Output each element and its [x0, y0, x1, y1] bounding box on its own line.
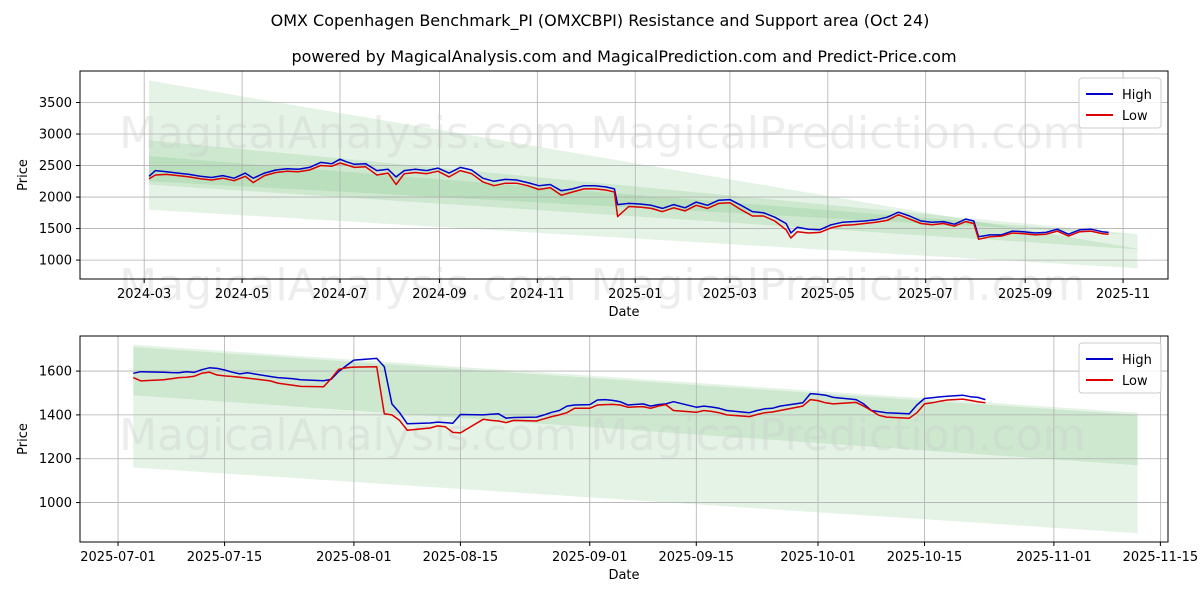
x-tick-label: 2024-07 — [313, 287, 367, 302]
x-tick-label: 2025-07-01 — [80, 550, 156, 565]
legend-label-high: High — [1122, 88, 1152, 103]
x-tick-label: 2025-11-15 — [1123, 550, 1199, 565]
chart-subtitle: powered by MagicalAnalysis.com and Magic… — [291, 47, 956, 66]
y-tick-label: 1500 — [39, 222, 72, 237]
support-resistance-band-2 — [149, 140, 1138, 250]
axes-frame — [79, 70, 1169, 280]
x-tick-label: 2024-03 — [117, 287, 171, 302]
watermark-text: MagicalPrediction.com — [591, 108, 1086, 159]
x-tick-label: 2025-10-15 — [887, 550, 963, 565]
y-tick-label: 3500 — [39, 96, 72, 111]
x-tick-label: 2025-09-01 — [552, 550, 628, 565]
x-axis-label: Date — [608, 305, 639, 320]
x-tick-label: 2025-09-15 — [658, 550, 734, 565]
x-tick-label: 2024-05 — [215, 287, 269, 302]
legend-label-low: Low — [1122, 374, 1148, 389]
x-tick-label: 2024-11 — [510, 287, 564, 302]
watermark-text: MagicalAnalysis.com — [119, 108, 577, 159]
y-tick-label: 1400 — [39, 408, 72, 423]
watermark-text: MagicalPrediction.com — [591, 260, 1086, 311]
chart-title: OMX Copenhagen Benchmark_PI (OMXCBPI) Re… — [271, 11, 930, 31]
series-line-high — [133, 357, 986, 425]
y-tick-label: 3000 — [39, 128, 72, 143]
x-tick-label: 2025-08-01 — [316, 550, 392, 565]
watermark-text: MagicalAnalysis.com — [119, 260, 577, 311]
watermark-text: MagicalAnalysis.com — [119, 410, 577, 461]
x-tick-label: 2025-08-15 — [423, 550, 499, 565]
y-tick-label: 1000 — [39, 496, 72, 511]
watermark-text: MagicalPrediction.com — [591, 410, 1086, 461]
top-chart-panel: MagicalAnalysis.com MagicalPrediction.com… — [16, 70, 1169, 320]
x-tick-label: 2025-07 — [899, 287, 953, 302]
legend-box — [1078, 342, 1162, 394]
x-axis-label: Date — [608, 568, 639, 583]
x-tick-label: 2025-10-01 — [780, 550, 856, 565]
y-tick-label: 1200 — [39, 452, 72, 467]
y-axis-label: Price — [16, 159, 31, 191]
y-tick-label: 2000 — [39, 191, 72, 206]
legend-label-high: High — [1122, 353, 1152, 368]
axes-frame — [79, 335, 1169, 543]
series-group — [148, 158, 1109, 241]
y-tick-label: 1000 — [39, 254, 72, 269]
x-tick-label: 2025-11-01 — [1016, 550, 1092, 565]
y-tick-label: 1600 — [39, 365, 72, 380]
support-resistance-band-1 — [149, 80, 1138, 269]
series-line-low — [148, 162, 1109, 241]
support-resistance-band-1 — [133, 344, 1138, 534]
y-tick-label: 2500 — [39, 159, 72, 174]
x-tick-label: 2025-03 — [703, 287, 757, 302]
series-line-high — [148, 158, 1109, 238]
legend-label-low: Low — [1122, 109, 1148, 124]
x-tick-label: 2025-05 — [801, 287, 855, 302]
legend-box — [1078, 77, 1162, 129]
x-tick-label: 2025-07-15 — [187, 550, 263, 565]
series-group — [133, 357, 986, 434]
x-tick-label: 2025-01 — [608, 287, 662, 302]
x-tick-label: 2025-11 — [1096, 287, 1150, 302]
series-line-low — [133, 365, 986, 434]
x-tick-label: 2025-09 — [998, 287, 1052, 302]
y-axis-label: Price — [16, 423, 31, 455]
bottom-chart-panel: MagicalAnalysis.com MagicalPrediction.com… — [16, 335, 1199, 583]
x-tick-label: 2024-09 — [412, 287, 466, 302]
